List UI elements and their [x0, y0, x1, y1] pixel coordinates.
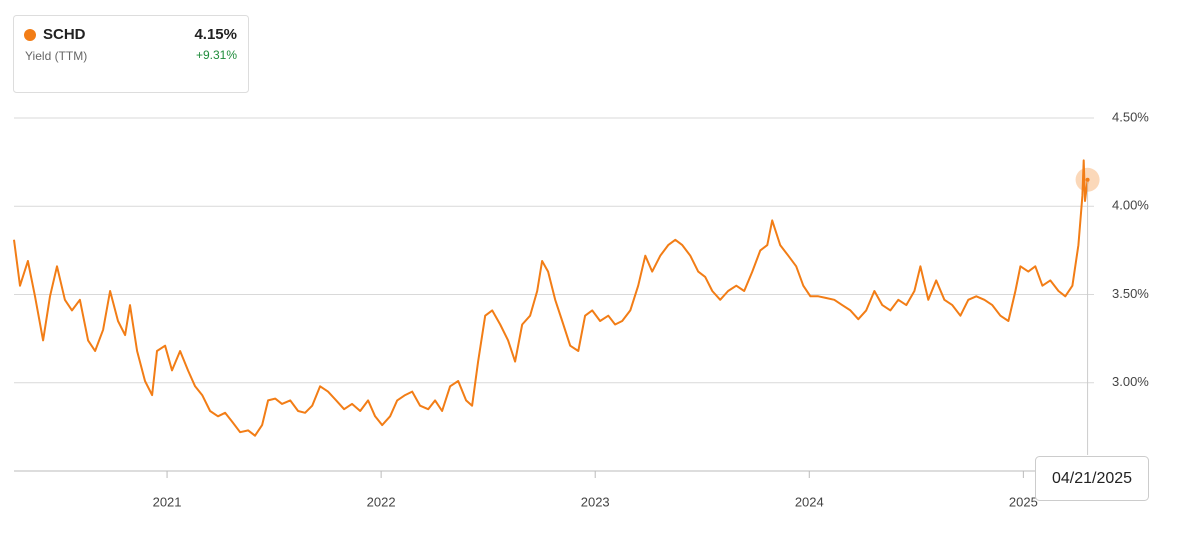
- x-tick-label: 2023: [581, 494, 610, 509]
- legend-subtitle: Yield (TTM): [25, 49, 87, 63]
- legend-value: 4.15%: [194, 26, 237, 43]
- legend-name: SCHD: [43, 26, 86, 43]
- y-tick-label: 3.00%: [1112, 374, 1149, 389]
- y-tick-label: 3.50%: [1112, 286, 1149, 301]
- x-tick-label: 2024: [795, 494, 824, 509]
- tooltip-text: 04/21/2025: [1052, 470, 1132, 487]
- x-tick-label: 2022: [367, 494, 396, 509]
- line: [13, 159, 1089, 437]
- tooltip-box: [1035, 456, 1149, 501]
- y-tick-label: 4.00%: [1112, 198, 1149, 213]
- y-tick-label: 4.50%: [1112, 109, 1149, 124]
- legend-dot: [24, 29, 36, 41]
- hover-point: [1085, 177, 1090, 182]
- x-tick-label: 2021: [153, 494, 182, 509]
- x-tick-label: 2025: [1009, 494, 1038, 509]
- legend-box: [13, 15, 249, 93]
- legend-change: +9.31%: [196, 48, 237, 62]
